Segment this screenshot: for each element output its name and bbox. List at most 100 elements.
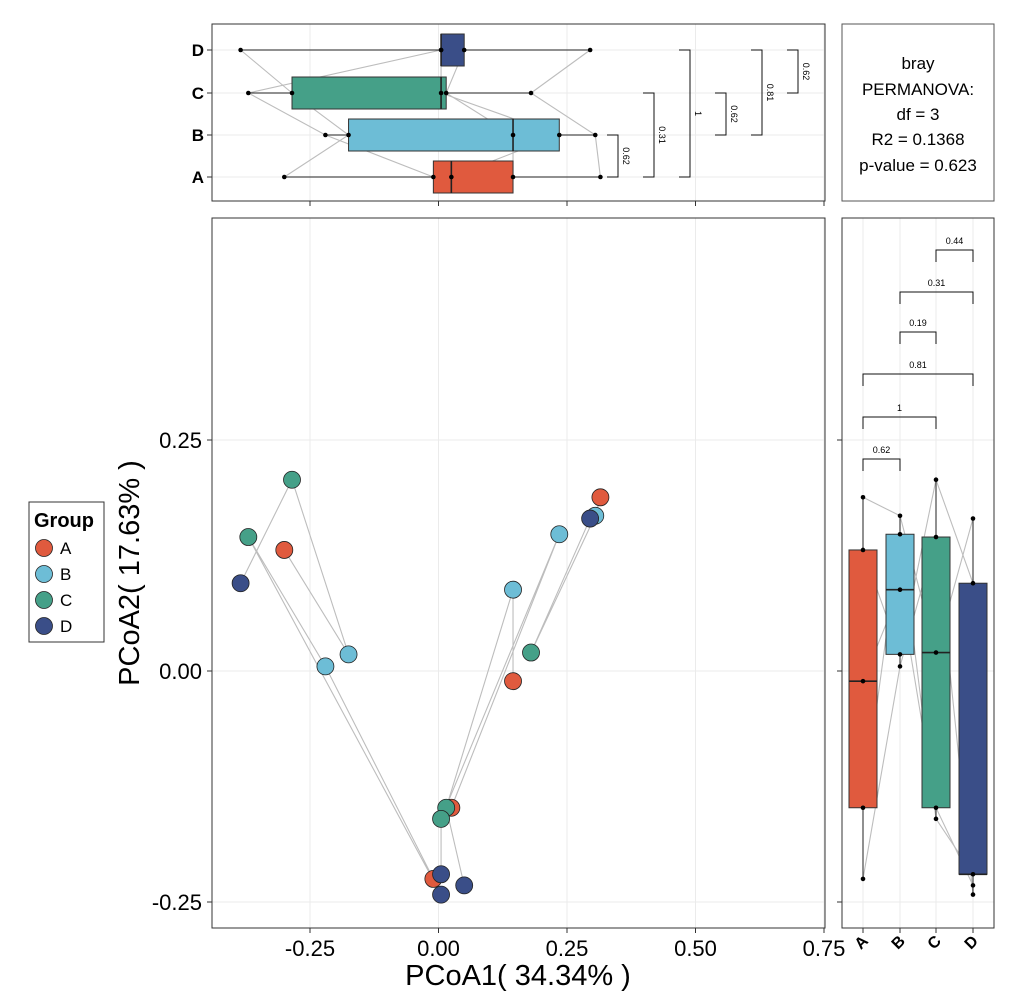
right-point	[897, 513, 903, 519]
scatter-point-d	[432, 865, 450, 884]
legend-key-a	[35, 539, 53, 557]
x-tick-label: 0.75	[803, 936, 846, 961]
top-point	[438, 90, 444, 96]
right-box-c	[921, 536, 951, 809]
top-point	[346, 132, 351, 138]
stats-method: PERMANOVA:	[862, 80, 974, 99]
right-point	[860, 876, 866, 882]
right-point	[933, 477, 939, 483]
legend-label: C	[60, 591, 72, 610]
right-connector-line	[862, 534, 974, 875]
top-point	[431, 174, 436, 180]
x-tick-label: 0.00	[417, 936, 460, 961]
right-point	[970, 883, 976, 888]
top-significance-pvalue: 0.62	[801, 63, 811, 81]
x-tick-label: -0.25	[285, 936, 335, 961]
top-significance-bracket	[751, 49, 763, 136]
stats-box: bray PERMANOVA: df = 3 R2 = 0.1368 p-val…	[841, 23, 995, 202]
scatter-point-b	[339, 645, 358, 664]
scatter-point-c	[283, 470, 301, 489]
right-significance-bracket	[899, 331, 937, 344]
x-axis-title: PCoA1( 34.34% )	[405, 960, 631, 992]
plot-background	[212, 218, 825, 928]
top-point	[323, 132, 328, 138]
scatter-point-b	[504, 580, 522, 599]
right-category-label: D	[962, 933, 982, 953]
top-point	[510, 174, 516, 180]
right-box-a	[848, 549, 878, 809]
right-significance-pvalue: 0.31	[928, 278, 946, 288]
scatter-point-a	[275, 541, 294, 559]
legend-title: Group	[34, 510, 94, 532]
main-scatter-panel: -0.25 0.00 0.25 0.50 0.75 -0.25 0.00 0.25	[152, 217, 846, 961]
right-point	[970, 871, 976, 877]
top-category-label: B	[192, 126, 204, 145]
top-point	[598, 174, 603, 180]
right-connector-line	[862, 536, 974, 895]
top-significance-bracket	[607, 134, 619, 178]
right-significance-pvalue: 0.62	[873, 445, 891, 455]
right-significance-bracket	[862, 458, 901, 471]
scatter-point-d	[231, 574, 250, 593]
top-point	[289, 90, 295, 96]
right-point	[897, 531, 903, 537]
top-connector-line	[445, 49, 514, 177]
top-point	[461, 47, 467, 53]
top-point	[443, 90, 449, 96]
x-tick-label: 0.50	[674, 936, 717, 961]
top-point	[556, 132, 562, 138]
top-point	[592, 132, 598, 138]
legend-label: B	[60, 565, 71, 584]
top-connector-line	[530, 49, 601, 178]
top-frame	[211, 23, 826, 202]
stats-pvalue: p-value = 0.623	[859, 156, 977, 175]
legend-key-c	[35, 591, 53, 609]
top-box-c	[291, 76, 447, 110]
stats-df: df = 3	[896, 105, 939, 124]
right-point	[860, 678, 866, 684]
right-point	[860, 494, 866, 500]
stats-distance: bray	[901, 54, 935, 73]
subject-connector-line	[240, 478, 350, 655]
top-point	[282, 174, 287, 180]
top-point	[510, 132, 516, 138]
subject-connector-line	[440, 534, 560, 875]
legend-key-d	[35, 617, 53, 635]
right-significance-pvalue: 0.81	[909, 360, 927, 370]
right-point	[897, 587, 903, 592]
right-point	[970, 516, 976, 521]
subject-connector-line	[247, 536, 442, 895]
right-point	[933, 816, 939, 822]
top-significance-bracket	[679, 49, 691, 178]
top-boxplot-panel: D C B A 0.62 0.31 1 0.62 0.81 0.62	[192, 23, 826, 206]
right-box-b	[885, 533, 915, 655]
right-point	[970, 892, 976, 897]
y-tick-label: -0.25	[152, 890, 202, 915]
subject-connector-line	[445, 589, 514, 886]
x-tick-label: 0.25	[546, 936, 589, 961]
right-significance-pvalue: 0.44	[946, 236, 964, 246]
right-point	[970, 580, 976, 586]
top-point	[438, 47, 444, 53]
top-point	[449, 174, 454, 180]
right-point	[933, 805, 939, 811]
plot-frame	[211, 217, 826, 929]
top-point	[238, 47, 243, 53]
scatter-point-a	[591, 488, 610, 507]
top-point	[246, 90, 251, 96]
scatter-point-c	[239, 528, 258, 546]
subject-connector-line	[530, 497, 601, 653]
right-point	[897, 664, 903, 669]
right-point	[860, 805, 866, 811]
right-boxplot-panel: A B C D 0.62 1 0.81 0.19 0.31 0.44	[837, 217, 995, 953]
scatter-point-d	[432, 885, 450, 904]
top-box-a	[432, 160, 514, 194]
right-significance-pvalue: 0.19	[909, 318, 927, 328]
y-axis-title: PCoA2( 17.63% )	[114, 460, 146, 686]
stats-r2: R2 = 0.1368	[871, 130, 964, 149]
top-category-label: A	[192, 168, 204, 187]
right-box-d	[958, 582, 988, 875]
top-connector-line	[440, 50, 561, 178]
top-significance-pvalue: 0.62	[729, 105, 739, 123]
